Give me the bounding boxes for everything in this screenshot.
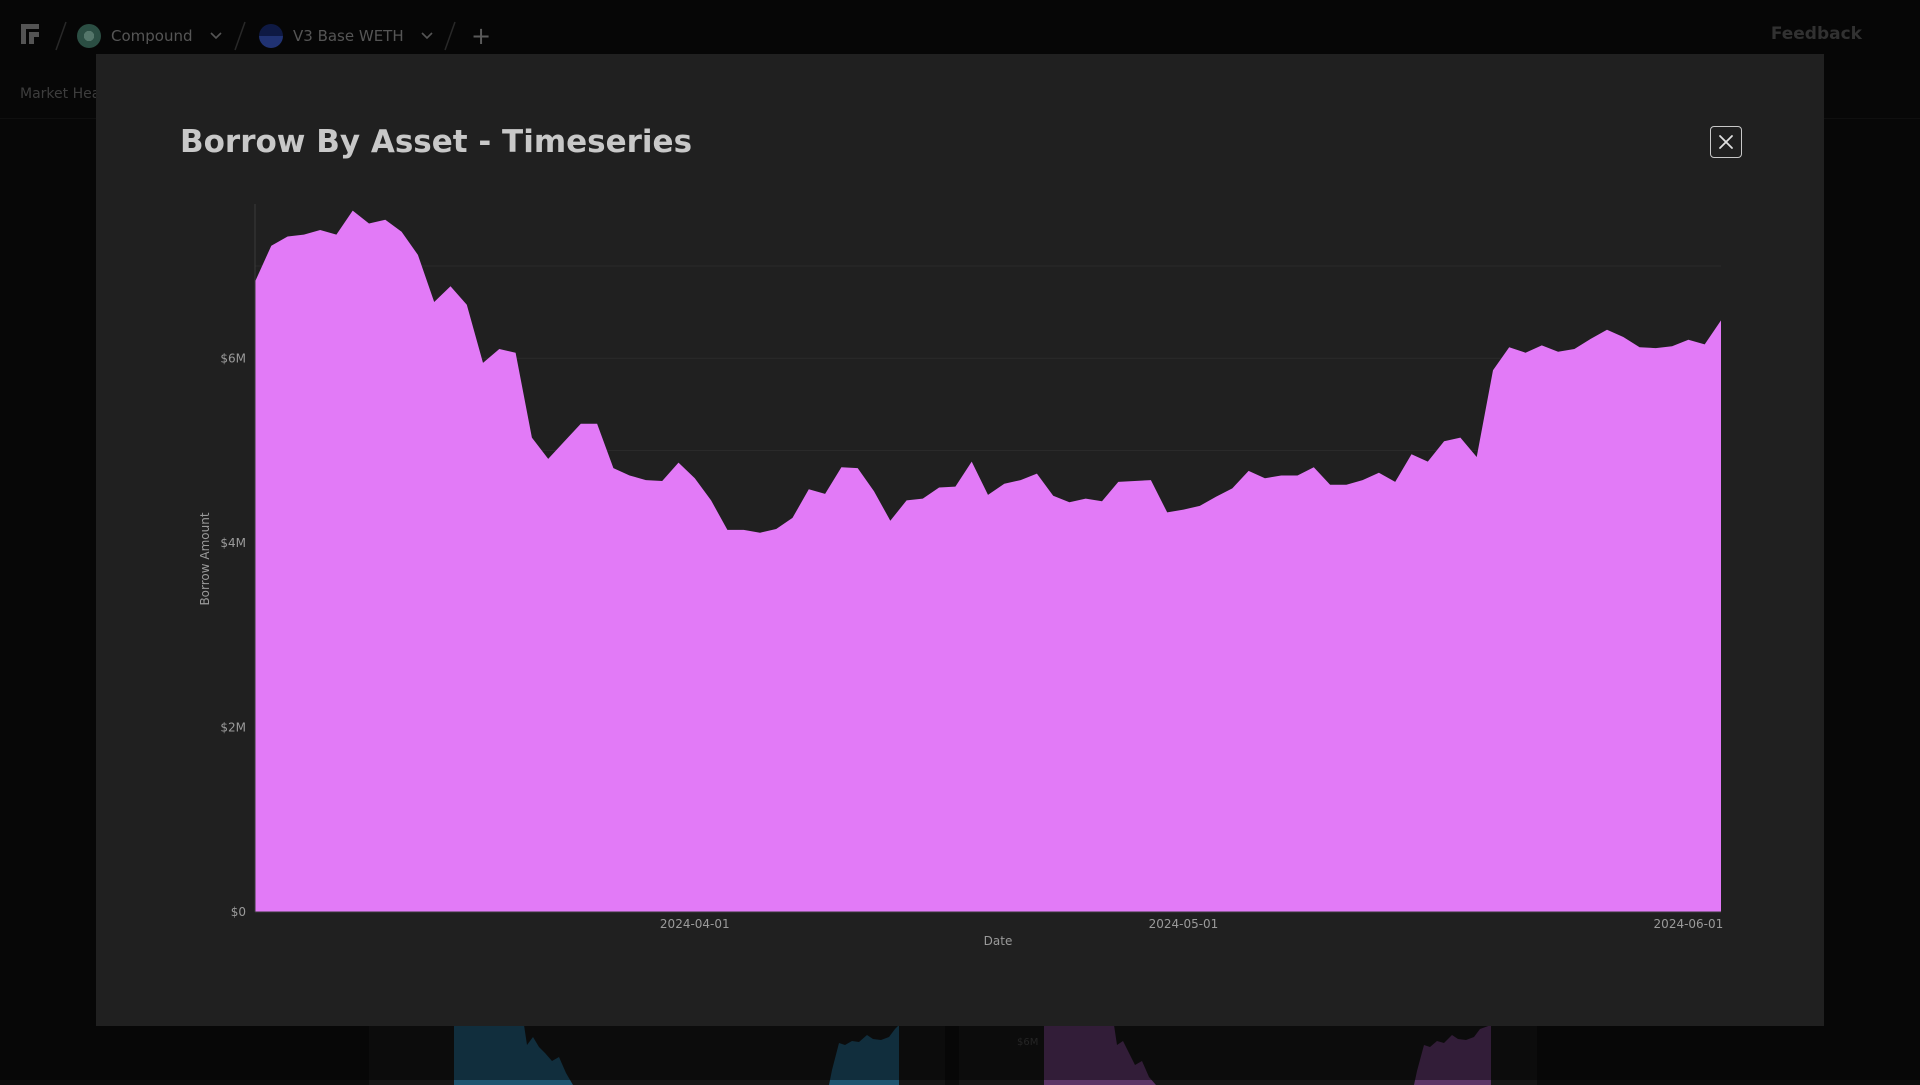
modal-title: Borrow By Asset - Timeseries bbox=[180, 124, 693, 160]
app-logo-icon[interactable] bbox=[19, 22, 41, 46]
y-tick-label: $2M bbox=[220, 720, 246, 734]
y-tick-label: $0 bbox=[231, 905, 246, 919]
feedback-button[interactable]: Feedback bbox=[1770, 24, 1862, 44]
y-tick-label: $6M bbox=[220, 351, 246, 365]
protocol-selector-label: Compound bbox=[111, 27, 193, 45]
close-icon bbox=[1719, 135, 1733, 149]
borrow-area-series[interactable] bbox=[255, 210, 1721, 913]
close-button[interactable] bbox=[1710, 126, 1742, 158]
x-axis-ticks: 2024-04-01 2024-05-01 2024-06-01 bbox=[660, 917, 1723, 931]
x-tick-label: 2024-05-01 bbox=[1149, 917, 1219, 931]
background-area-chart-left bbox=[454, 1025, 899, 1085]
compound-logo-icon bbox=[77, 24, 101, 48]
market-selector[interactable]: V3 Base WETH bbox=[259, 22, 434, 50]
background-chart-card-left bbox=[369, 1025, 945, 1085]
background-y-tick-label: $6M bbox=[1017, 1037, 1039, 1048]
add-market-button[interactable]: + bbox=[470, 22, 492, 50]
background-area-chart-right bbox=[1044, 1025, 1491, 1085]
breadcrumb-separator-icon bbox=[234, 21, 246, 51]
x-axis-label: Date bbox=[984, 934, 1013, 948]
background-chart-card-right: $6M bbox=[959, 1025, 1537, 1085]
plus-icon: + bbox=[470, 22, 492, 50]
x-tick-label: 2024-06-01 bbox=[1654, 917, 1724, 931]
base-network-icon bbox=[259, 24, 283, 48]
market-selector-label: V3 Base WETH bbox=[293, 27, 404, 45]
x-tick-label: 2024-04-01 bbox=[660, 917, 730, 931]
y-axis-ticks: $0 $2M $4M $6M bbox=[220, 351, 246, 919]
chart-modal: Borrow By Asset - Timeseries $0 $2M $4M $6M… bbox=[96, 54, 1824, 1026]
chevron-down-icon bbox=[209, 32, 222, 40]
y-tick-label: $4M bbox=[220, 536, 246, 550]
chevron-down-icon bbox=[421, 32, 433, 40]
protocol-selector[interactable]: Compound bbox=[77, 22, 223, 50]
breadcrumb-separator-icon bbox=[55, 21, 67, 51]
breadcrumb-separator-icon bbox=[444, 21, 456, 51]
borrow-timeseries-chart: $0 $2M $4M $6M 2024-04-01 2024-05-01 2024-06-… bbox=[198, 204, 1723, 948]
y-axis-label: Borrow Amount bbox=[198, 512, 212, 605]
tab-market-health[interactable]: Market Hea bbox=[20, 86, 101, 102]
